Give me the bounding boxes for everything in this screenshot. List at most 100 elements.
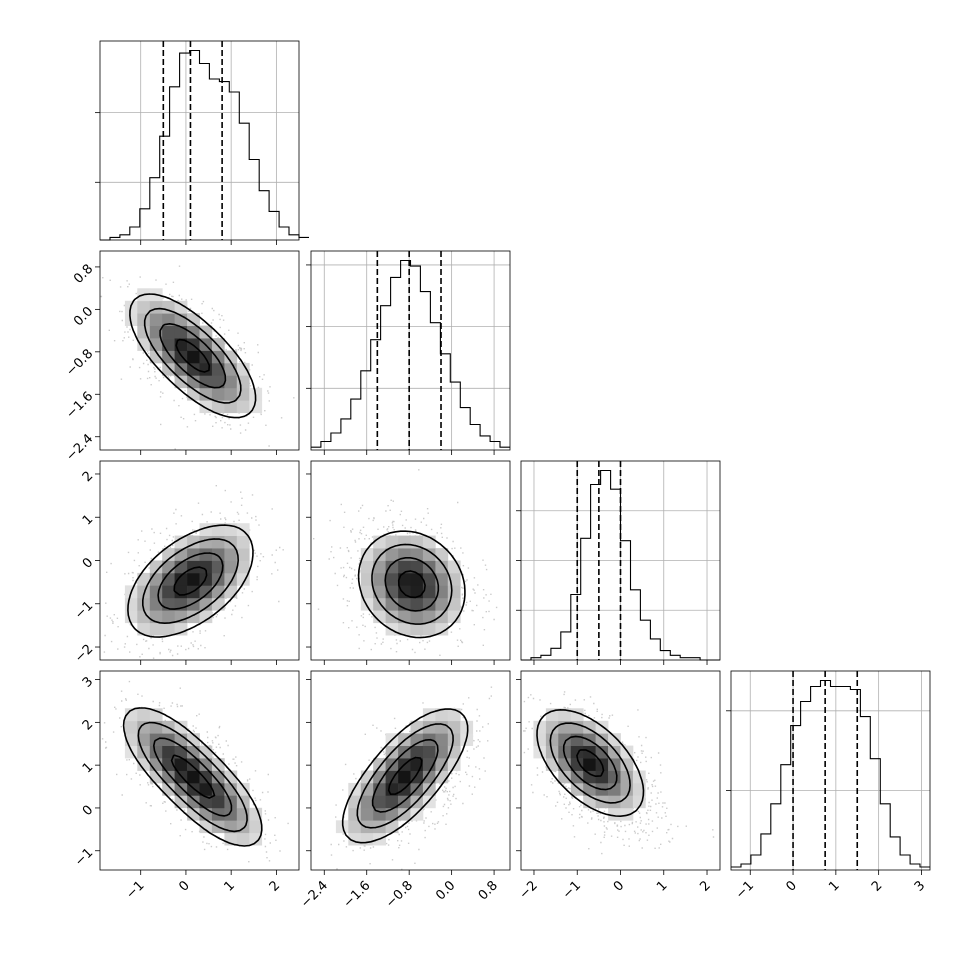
density-cell (360, 585, 374, 599)
density-cell (422, 597, 436, 611)
density-cell (162, 325, 175, 339)
panel-content (103, 485, 284, 660)
density-cell (162, 338, 175, 351)
x-tick-label: 0 (176, 878, 192, 894)
y-tick-label: −2.4 (63, 431, 96, 464)
panel-content (101, 680, 289, 863)
contour-level-1 (175, 338, 211, 373)
density-cell (187, 313, 200, 326)
density-cell (348, 807, 362, 821)
density-cell (360, 832, 374, 846)
x-tick-label: −1 (123, 878, 147, 902)
density-cell (124, 610, 138, 624)
x-tick-label: 0 (783, 878, 799, 894)
density-cell (236, 548, 250, 561)
density-cell (422, 622, 436, 636)
scatter-frame (99, 250, 300, 451)
density-cell (608, 795, 621, 809)
density-cell (435, 720, 449, 734)
x-tick-label: 2 (869, 878, 885, 894)
density-cell (124, 597, 138, 611)
panel-content (330, 686, 493, 870)
density-cell (187, 758, 200, 771)
density-cell (236, 535, 250, 549)
y-tick-label: −0.8 (63, 347, 96, 380)
density-cell (373, 585, 386, 599)
density-cell (620, 807, 634, 821)
density-cell (558, 770, 572, 784)
contour-level-2 (371, 738, 439, 813)
histogram-panel-4 (726, 670, 931, 875)
density-cell (236, 782, 250, 796)
density-cell (211, 400, 225, 414)
density-cell (224, 807, 238, 821)
density-cell (149, 300, 163, 314)
y-tick-label: 1 (80, 512, 96, 528)
density-cell (545, 733, 559, 746)
histogram-panel-3 (516, 460, 721, 665)
density-cell (373, 782, 386, 796)
density-cell (224, 782, 238, 796)
density-cell (236, 832, 250, 846)
contour-level-4 (357, 530, 466, 639)
x-tick-label: −1.6 (341, 878, 374, 911)
density-cell (608, 770, 621, 784)
density-cell (410, 610, 424, 624)
density-cell (373, 572, 386, 586)
density-cell (162, 610, 175, 624)
density-cell (422, 745, 436, 759)
density-cell (187, 597, 200, 611)
contour-level-3 (549, 722, 631, 804)
scatter-panel-3-4 (516, 670, 721, 875)
density-cell (149, 745, 163, 759)
density-cell (211, 375, 225, 389)
density-cell (608, 807, 621, 821)
density-cell (137, 733, 151, 746)
density-cell (398, 585, 411, 599)
density-cell (199, 387, 213, 401)
density-cell (187, 572, 200, 586)
density-cell (385, 622, 399, 636)
y-tick-label: 0 (80, 555, 96, 571)
density-cell (149, 560, 163, 574)
histogram-step (731, 679, 930, 868)
density-cell (447, 597, 461, 611)
density-cell (373, 610, 386, 624)
x-tick-label: −0.8 (383, 878, 416, 911)
density-cell (224, 375, 238, 389)
panel-content (523, 691, 715, 855)
density-cell (137, 313, 151, 326)
density-cell (360, 548, 374, 561)
density-cell (373, 560, 386, 574)
density-cell (174, 758, 188, 771)
x-tick-label: 0.0 (433, 878, 458, 903)
density-cell (124, 313, 138, 326)
contour-level-3 (137, 721, 248, 833)
density-cell (199, 770, 213, 784)
y-tick-label: 1 (80, 760, 96, 776)
density-cell (199, 585, 213, 599)
scatter-frame (99, 670, 300, 871)
contour-level-4 (122, 707, 263, 847)
density-cell (570, 758, 584, 771)
scatter-panel-1-2: −2.4 −1.6 −0.8 0.0 0.8 (63, 250, 300, 464)
density-cell (137, 610, 151, 624)
density-cell (398, 807, 411, 821)
contour-level-2 (562, 735, 618, 791)
density-cell (174, 733, 188, 746)
density-cell (570, 733, 584, 746)
histogram-step (100, 49, 309, 241)
density-cell (174, 375, 188, 389)
density-cell (435, 708, 449, 722)
density-cell (249, 807, 263, 821)
density-cell (174, 548, 188, 561)
scatter-frame (310, 670, 511, 871)
density-cell (533, 733, 547, 746)
histogram-step (521, 469, 720, 661)
density-cell (137, 720, 151, 734)
density-cell (211, 597, 225, 611)
density-cell (398, 770, 411, 784)
density-cell (211, 535, 225, 549)
density-cell (187, 325, 200, 339)
